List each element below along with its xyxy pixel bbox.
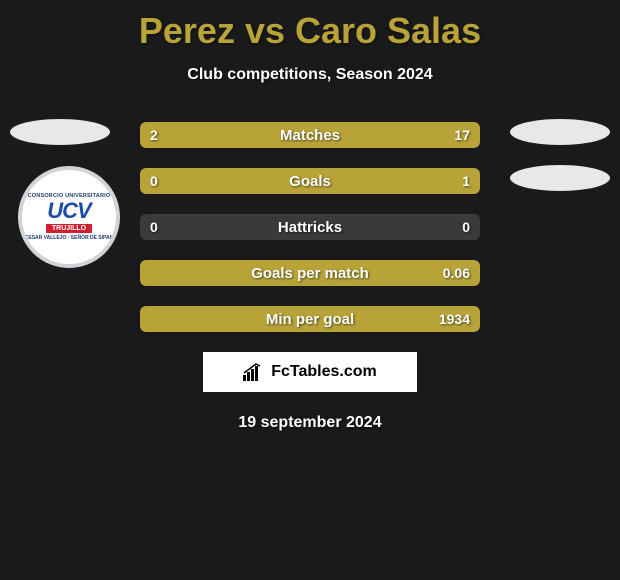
stat-row: Goals per match0.06 xyxy=(140,260,480,286)
stat-row: Goals0 1 xyxy=(140,168,480,194)
stats-area: CONSORCIO UNIVERSITARIO UCV TRUJILLO CES… xyxy=(0,122,620,332)
stat-label: Hattricks xyxy=(140,214,480,240)
right-team-oval-2 xyxy=(510,165,610,191)
stat-value-right: 0 xyxy=(452,214,480,240)
date-text: 19 september 2024 xyxy=(0,414,620,432)
stat-label: Matches xyxy=(140,122,480,148)
left-team-badge: CONSORCIO UNIVERSITARIO UCV TRUJILLO CES… xyxy=(18,166,120,268)
stat-value-right: 1934 xyxy=(429,306,480,332)
page-title: Perez vs Caro Salas xyxy=(0,0,620,52)
subtitle: Club competitions, Season 2024 xyxy=(0,66,620,84)
stat-value-left: 0 xyxy=(140,168,168,194)
stat-row: Hattricks0 0 xyxy=(140,214,480,240)
stat-rows: Matches217Goals01Hattricks00Goals per ma… xyxy=(140,122,480,332)
stat-value-right: 1 xyxy=(452,168,480,194)
stat-value-right: 0.06 xyxy=(433,260,480,286)
stat-value-right: 17 xyxy=(444,122,480,148)
left-team-oval-1 xyxy=(10,119,110,145)
stat-value-left: 0 xyxy=(140,214,168,240)
stat-row: Matches2 17 xyxy=(140,122,480,148)
stat-label: Goals per match xyxy=(140,260,480,286)
badge-sub-text: TRUJILLO xyxy=(46,224,92,233)
chart-icon xyxy=(243,363,265,381)
badge-main-text: UCV xyxy=(47,200,90,222)
brand-text: FcTables.com xyxy=(271,363,377,381)
badge-bottom-arc: CESAR VALLEJO · SEÑOR DE SIPAN xyxy=(25,235,113,241)
stat-row: Min per goal1934 xyxy=(140,306,480,332)
stat-label: Goals xyxy=(140,168,480,194)
right-team-oval-1 xyxy=(510,119,610,145)
brand-box: FcTables.com xyxy=(203,352,417,392)
stat-value-left: 2 xyxy=(140,122,168,148)
